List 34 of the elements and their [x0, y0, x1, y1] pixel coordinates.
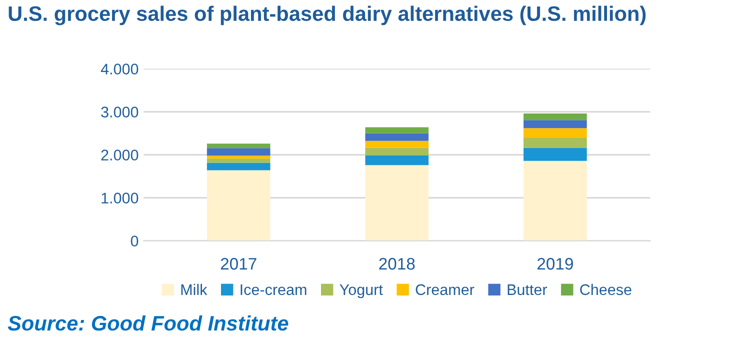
x-tick-label: 2018: [379, 258, 415, 270]
bar: [365, 133, 429, 141]
bar: [206, 170, 270, 241]
bar: [365, 140, 429, 148]
y-tick-label: 1.000: [102, 192, 138, 204]
bar: [365, 127, 429, 134]
legend-label: Yogurt: [340, 284, 383, 298]
source-note: Source: Good Food Institute: [8, 315, 288, 331]
x-tick-label: 2019: [537, 258, 573, 270]
legend-label: Creamer: [416, 284, 474, 296]
y-tick-label: 0: [130, 236, 138, 246]
legend-label: Ice-cream: [240, 284, 306, 296]
bar: [206, 148, 270, 156]
bar: [206, 144, 270, 148]
legend-label: Butter: [508, 284, 548, 296]
bar: [524, 160, 587, 241]
bar: [206, 156, 270, 159]
bar: [206, 162, 270, 170]
legend-label: Cheese: [580, 284, 632, 296]
bar: [365, 148, 429, 156]
y-tick-label: 2.000: [101, 150, 138, 160]
bar: [365, 165, 429, 241]
y-tick-label: 4.000: [100, 64, 138, 74]
bar: [524, 120, 587, 128]
bar: [524, 114, 587, 120]
chart-title: U.S. grocery sales of plant-based dairy alternatives (U.S. million): [8, 6, 646, 26]
bar: [206, 158, 270, 163]
bar: [524, 138, 587, 148]
legend-label: Milk: [181, 284, 208, 295]
bar: [524, 148, 587, 161]
y-tick-label: 3.000: [101, 106, 138, 118]
bar: [524, 128, 587, 138]
bar: [365, 155, 429, 166]
x-tick-label: 2017: [220, 258, 256, 270]
